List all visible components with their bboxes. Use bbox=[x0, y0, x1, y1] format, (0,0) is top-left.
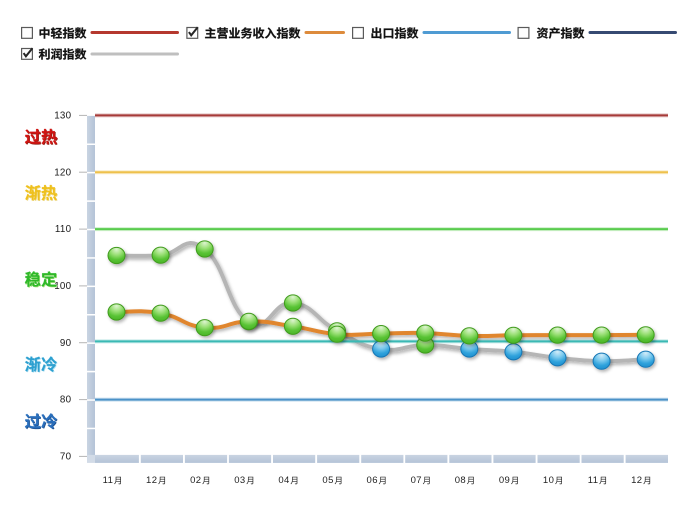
svg-text:06: 06 bbox=[367, 475, 378, 486]
svg-text:09: 09 bbox=[499, 475, 510, 486]
svg-text:110: 110 bbox=[55, 224, 72, 235]
svg-text:80: 80 bbox=[60, 395, 72, 406]
svg-text:130: 130 bbox=[54, 111, 71, 122]
svg-text:12: 12 bbox=[146, 475, 157, 486]
svg-text:03: 03 bbox=[234, 475, 245, 486]
svg-text:02: 02 bbox=[190, 475, 201, 486]
svg-text:10: 10 bbox=[543, 475, 554, 486]
svg-text:70: 70 bbox=[60, 452, 72, 463]
svg-text:05: 05 bbox=[322, 475, 333, 486]
svg-text:90: 90 bbox=[60, 338, 72, 349]
svg-text:11: 11 bbox=[103, 475, 114, 486]
svg-text:120: 120 bbox=[54, 167, 71, 178]
svg-text:100: 100 bbox=[54, 281, 71, 292]
svg-text:12: 12 bbox=[631, 475, 642, 486]
svg-text:11: 11 bbox=[588, 475, 599, 486]
svg-text:07: 07 bbox=[411, 475, 422, 486]
svg-text:08: 08 bbox=[455, 475, 466, 486]
svg-text:04: 04 bbox=[278, 475, 289, 486]
